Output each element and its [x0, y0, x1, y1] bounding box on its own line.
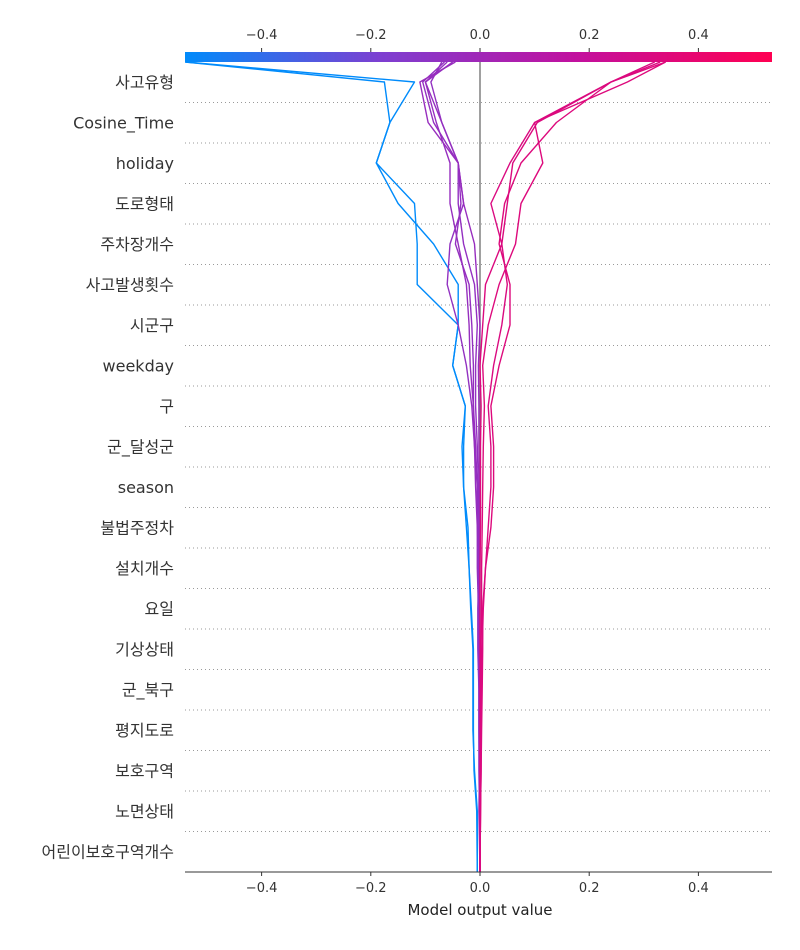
- feature-label: 사고발생횟수: [86, 276, 174, 295]
- tick-label: −0.4: [246, 881, 278, 896]
- feature-label: season: [118, 478, 174, 497]
- feature-label: 불법주정차: [100, 519, 174, 538]
- decision-line: [185, 61, 478, 873]
- feature-label: weekday: [103, 357, 174, 376]
- feature-label: 설치개수: [115, 559, 174, 578]
- bottom-axis-ticks: −0.4 −0.2 0.0 0.2 0.4: [246, 872, 709, 896]
- tick-label: 0.4: [688, 28, 709, 43]
- feature-label: 주차장개수: [100, 235, 174, 254]
- decision-lines: [185, 61, 666, 873]
- feature-label: 사고유형: [115, 73, 174, 92]
- tick-label: −0.2: [355, 881, 387, 896]
- tick-label: 0.0: [470, 28, 491, 43]
- feature-label: Cosine_Time: [73, 114, 174, 134]
- tick-label: 0.2: [579, 28, 600, 43]
- feature-label: 노면상태: [115, 802, 174, 821]
- top-axis-ticks: −0.4 −0.2 0.0 0.2 0.4: [246, 28, 709, 52]
- feature-label: 평지도로: [115, 721, 174, 740]
- x-axis-title: Model output value: [407, 901, 552, 919]
- decision-line: [479, 61, 655, 873]
- feature-label: 요일: [145, 600, 174, 619]
- tick-label: −0.2: [355, 28, 387, 43]
- colorbar: [185, 52, 772, 62]
- feature-label: 어린이보호구역개수: [42, 843, 174, 862]
- feature-label: holiday: [116, 154, 174, 173]
- tick-label: −0.4: [246, 28, 278, 43]
- feature-label: 보호구역: [115, 762, 174, 781]
- feature-label: 시군구: [130, 316, 174, 335]
- tick-label: 0.4: [688, 881, 709, 896]
- feature-label: 구: [159, 397, 174, 416]
- feature-label: 군_북구: [122, 681, 174, 701]
- tick-label: 0.0: [470, 881, 491, 896]
- feature-label: 군_달성군: [107, 438, 174, 458]
- feature-label: 도로형태: [115, 195, 174, 214]
- feature-label: 기상상태: [115, 640, 174, 659]
- tick-label: 0.2: [579, 881, 600, 896]
- decision-line: [479, 61, 661, 872]
